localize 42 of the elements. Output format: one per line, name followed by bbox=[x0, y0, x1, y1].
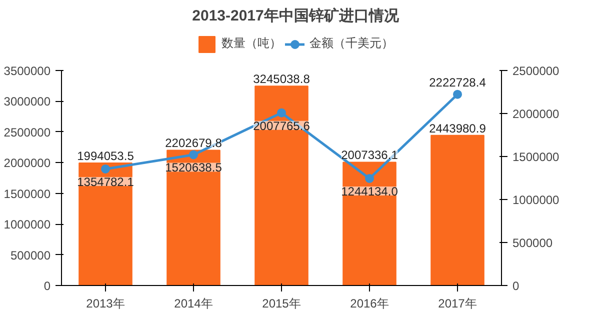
data-label: 2007765.6 bbox=[253, 118, 310, 133]
bar bbox=[166, 150, 220, 286]
y-tick-label: 2000000 bbox=[4, 156, 51, 170]
point bbox=[277, 108, 286, 118]
data-label: 2443980.9 bbox=[429, 121, 486, 136]
data-label: 2222728.4 bbox=[429, 75, 486, 90]
x-tick-label: 2013年 bbox=[86, 296, 125, 310]
bar bbox=[342, 162, 396, 286]
x-tick-label: 2017年 bbox=[438, 296, 477, 310]
y-tick-label: 2500000 bbox=[4, 125, 51, 140]
point bbox=[365, 174, 374, 183]
y2-tick-label: 2500000 bbox=[512, 64, 560, 78]
x-tick-label: 2015年 bbox=[262, 296, 301, 310]
data-label: 2007336.1 bbox=[341, 148, 398, 162]
data-label: 1354782.1 bbox=[77, 174, 134, 189]
bar bbox=[430, 134, 484, 286]
bar bbox=[78, 162, 132, 286]
y2-tick-label: 1500000 bbox=[512, 150, 560, 164]
y2-tick-label: 500000 bbox=[512, 236, 553, 250]
data-label: 1520638.5 bbox=[165, 160, 222, 175]
bar bbox=[254, 86, 308, 286]
point bbox=[101, 164, 110, 174]
y-tick-label: 3000000 bbox=[4, 94, 51, 109]
y-tick-label: 0 bbox=[44, 279, 51, 293]
y2-tick-label: 2000000 bbox=[512, 107, 560, 121]
x-tick-label: 2014年 bbox=[174, 296, 213, 310]
data-label: 1994053.5 bbox=[77, 149, 134, 164]
legend-label: 数量（吨） bbox=[222, 35, 282, 52]
y-tick-label: 1000000 bbox=[4, 218, 51, 232]
y-tick-label: 3500000 bbox=[4, 64, 51, 78]
x-tick-label: 2016年 bbox=[350, 296, 389, 310]
data-label: 1244134.0 bbox=[341, 184, 398, 199]
y2-tick-label: 1000000 bbox=[512, 193, 560, 207]
point bbox=[189, 150, 198, 160]
data-label: 3245038.8 bbox=[253, 72, 310, 86]
chart-title: 2013-2017年中国锌矿进口情况 bbox=[192, 6, 400, 24]
y-tick-label: 500000 bbox=[10, 248, 51, 262]
data-label: 2202679.8 bbox=[165, 136, 222, 150]
y2-tick-label: 0 bbox=[512, 279, 520, 293]
point bbox=[453, 90, 462, 99]
y-tick-label: 1500000 bbox=[4, 186, 51, 201]
legend-label: 金额（千美元） bbox=[310, 35, 394, 52]
